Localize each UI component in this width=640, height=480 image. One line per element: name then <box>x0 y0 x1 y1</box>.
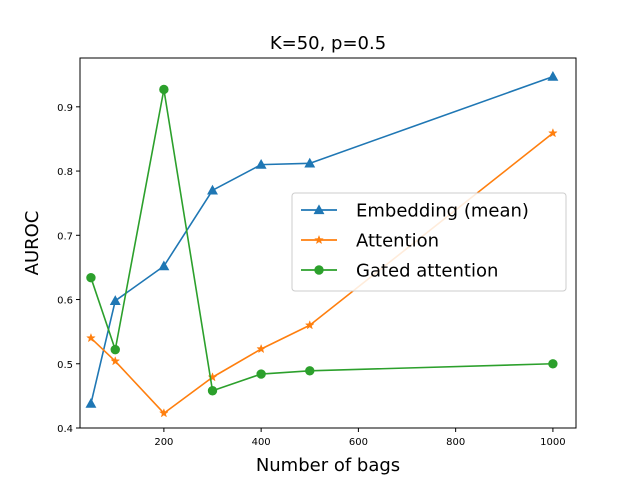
data-point-embedding-mean <box>207 184 218 195</box>
chart-title: K=50, p=0.5 <box>270 33 386 54</box>
data-point-gated-attention <box>159 84 169 95</box>
data-point-gated-attention <box>256 369 266 379</box>
legend: Embedding (mean) Attention Gated attention <box>291 192 567 292</box>
series-gated-attention <box>86 84 558 396</box>
data-point-attention <box>548 128 558 138</box>
legend-item-embedding-mean: Embedding (mean) <box>301 201 529 222</box>
data-point-embedding-mean <box>109 295 121 305</box>
y-tick-label: 0.9 <box>57 103 73 114</box>
data-point-attention <box>86 332 96 343</box>
legend-marker <box>314 234 324 245</box>
legend-marker <box>313 204 325 215</box>
series-embedding-mean <box>85 70 559 408</box>
x-tick-label: 1000 <box>540 437 565 448</box>
x-tick-label: 400 <box>252 437 271 448</box>
y-axis-label: AUROC <box>22 211 43 276</box>
series-layer <box>85 70 559 418</box>
legend-marker <box>314 265 324 275</box>
legend-label: Attention <box>356 231 439 252</box>
data-point-embedding-mean <box>304 157 316 168</box>
x-tick-label: 800 <box>446 437 465 448</box>
data-point-attention <box>304 320 315 330</box>
data-point-attention <box>256 343 267 354</box>
x-axis-label: Number of bags <box>256 455 400 476</box>
data-point-attention <box>110 356 121 366</box>
x-tick-label: 200 <box>154 437 173 448</box>
data-point-gated-attention <box>548 359 558 369</box>
y-tick-label: 0.8 <box>57 167 73 178</box>
legend-item-attention: Attention <box>301 231 439 252</box>
data-point-gated-attention <box>110 344 120 355</box>
y-tick-label: 0.5 <box>57 360 73 371</box>
y-axis: 0.4 0.5 0.6 0.7 0.8 0.9 <box>57 103 80 435</box>
legend-label: Gated attention <box>356 261 498 282</box>
data-point-gated-attention <box>86 272 96 283</box>
data-point-embedding-mean <box>158 260 170 271</box>
y-tick-label: 0.6 <box>57 296 73 307</box>
legend-box <box>291 192 567 292</box>
legend-label: Embedding (mean) <box>356 201 529 222</box>
data-point-gated-attention <box>305 366 315 376</box>
data-point-embedding-mean <box>85 397 97 408</box>
data-point-attention <box>158 408 169 418</box>
x-tick-label: 600 <box>349 437 368 448</box>
data-point-embedding-mean <box>547 70 559 81</box>
data-point-gated-attention <box>207 386 218 396</box>
series-attention <box>86 128 558 418</box>
legend-item-gated-attention: Gated attention <box>301 261 498 282</box>
y-tick-label: 0.7 <box>57 231 73 242</box>
y-tick-label: 0.4 <box>57 424 73 435</box>
x-axis: 200 400 600 800 1000 <box>154 428 566 448</box>
data-point-embedding-mean <box>255 159 267 169</box>
